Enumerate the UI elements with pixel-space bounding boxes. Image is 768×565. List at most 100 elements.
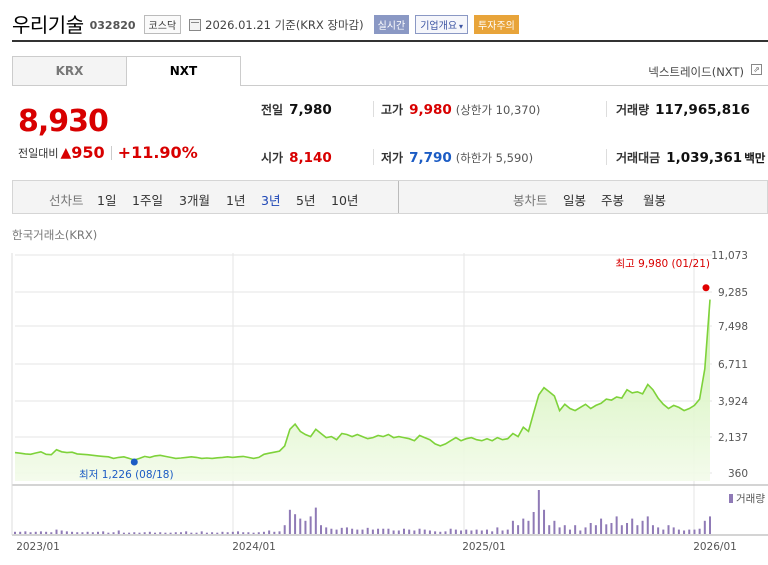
line-chart-label: 선차트	[49, 193, 84, 208]
volume-bar	[60, 530, 63, 534]
volume-bar	[636, 525, 639, 534]
volume-bar	[651, 525, 654, 534]
period-10y[interactable]: 10년	[331, 193, 359, 208]
volume-bar	[641, 520, 644, 534]
volume-bar	[506, 529, 509, 534]
trade-value: 1,039,361	[666, 150, 743, 166]
stat-open: 시가 8,140	[261, 149, 332, 166]
high-value: 9,980	[409, 102, 452, 118]
volume-bar	[511, 520, 514, 534]
open-label: 시가	[261, 151, 284, 165]
volume-bar	[558, 527, 561, 534]
volume-bar	[501, 530, 504, 534]
volume-bar	[626, 523, 629, 534]
stock-code: 032820	[89, 18, 136, 32]
volume-bar	[335, 529, 338, 534]
volume-bar	[594, 525, 597, 534]
volume-bar	[454, 529, 457, 534]
volume-legend-swatch	[729, 494, 733, 503]
volume-bar	[584, 527, 587, 534]
volume-bar	[216, 532, 219, 534]
volume-bar	[444, 531, 447, 534]
nextrade-link[interactable]: 넥스트레이드(NXT)	[648, 65, 744, 79]
low-value: 7,790	[409, 150, 452, 166]
price-chart[interactable]: 11,073 9,285 7,498 6,711 3,924 2,137 360 2023/…	[0, 245, 768, 565]
volume-bar	[517, 525, 520, 534]
period-1y[interactable]: 1년	[226, 193, 246, 208]
volume-bar	[231, 531, 234, 534]
stat-high: 고가 9,980 (상한가 10,370)	[381, 101, 540, 118]
volume-bar	[102, 531, 105, 534]
external-link-icon[interactable]: ⇗	[751, 64, 762, 75]
volume-bar	[460, 530, 463, 534]
volume-bar	[29, 532, 32, 534]
stat-low: 저가 7,790 (하한가 5,590)	[381, 149, 533, 166]
period-1w[interactable]: 1주일	[132, 193, 163, 208]
volume-value: 117,965,816	[655, 102, 750, 118]
max-annotation: 최고 9,980 (01/21)	[615, 258, 710, 270]
volume-bars	[14, 490, 711, 534]
candle-monthly[interactable]: 월봉	[643, 193, 667, 208]
volume-bar	[532, 512, 535, 534]
tab-krx[interactable]: KRX	[12, 56, 126, 86]
volume-bar	[657, 527, 660, 534]
chart-source-label: 한국거래소(KRX)	[12, 228, 98, 242]
volume-bar	[65, 531, 68, 534]
x-tick-label: 2025/01	[462, 541, 506, 553]
min-point-marker	[130, 458, 138, 466]
volume-bar	[434, 531, 437, 534]
volume-bar	[252, 532, 255, 534]
change-percent: +11.90%	[117, 143, 198, 162]
volume-bar	[579, 530, 582, 534]
volume-bar	[408, 529, 411, 534]
base-date: 2026.01.21 기준(KRX 장마감)	[205, 17, 364, 32]
y-tick-label: 2,137	[718, 432, 748, 444]
candle-daily[interactable]: 일봉	[563, 193, 587, 208]
volume-bar	[465, 529, 468, 534]
period-5y[interactable]: 5년	[296, 193, 316, 208]
tab-nxt[interactable]: NXT	[126, 56, 241, 86]
tabs-divider	[241, 85, 768, 86]
investment-warning-badge[interactable]: 투자주의	[474, 15, 519, 34]
y-tick-label: 360	[728, 468, 748, 480]
upper-limit: (상한가 10,370)	[455, 103, 541, 117]
volume-bar	[205, 532, 208, 534]
stat-trade-value: 거래대금 1,039,361 백만	[616, 149, 765, 166]
volume-bar	[195, 532, 198, 534]
volume-legend-label: 거래량	[736, 493, 765, 505]
trade-value-label: 거래대금	[616, 151, 661, 165]
volume-bar	[288, 509, 291, 534]
volume-bar	[491, 531, 494, 534]
volume-bar	[698, 528, 701, 534]
stat-divider	[373, 101, 374, 117]
volume-bar	[143, 532, 146, 534]
volume-bar	[662, 529, 665, 534]
period-3y[interactable]: 3년	[261, 193, 281, 208]
stat-divider	[606, 101, 607, 117]
volume-bar	[709, 516, 711, 534]
candle-weekly[interactable]: 주봉	[601, 193, 625, 208]
volume-bar	[283, 525, 286, 534]
high-label: 고가	[381, 103, 404, 117]
volume-bar	[273, 531, 276, 534]
x-tick-label: 2024/01	[232, 541, 276, 553]
volume-bar	[221, 531, 224, 534]
prev-close-value: 7,980	[289, 102, 332, 118]
company-overview-button[interactable]: 기업개요 ▾	[415, 15, 469, 34]
volume-bar	[683, 530, 686, 534]
volume-bar	[340, 527, 343, 534]
volume-bar	[553, 520, 556, 534]
volume-bar	[413, 530, 416, 534]
volume-bar	[646, 516, 649, 534]
chart-period-bar: 선차트 1일 1주일 3개월 1년 3년 5년 10년 봉차트 일봉 주봉 월봉	[12, 180, 768, 214]
period-3m[interactable]: 3개월	[179, 193, 210, 208]
volume-bar	[138, 532, 141, 534]
stock-name: 우리기술	[12, 12, 84, 37]
open-value: 8,140	[289, 150, 332, 166]
volume-bar	[174, 532, 177, 534]
realtime-button[interactable]: 실시간	[373, 15, 410, 34]
volume-bar	[76, 532, 79, 534]
period-1d[interactable]: 1일	[97, 193, 117, 208]
volume-bar	[688, 529, 691, 534]
exchange-tabs: KRX NXT	[12, 56, 241, 86]
